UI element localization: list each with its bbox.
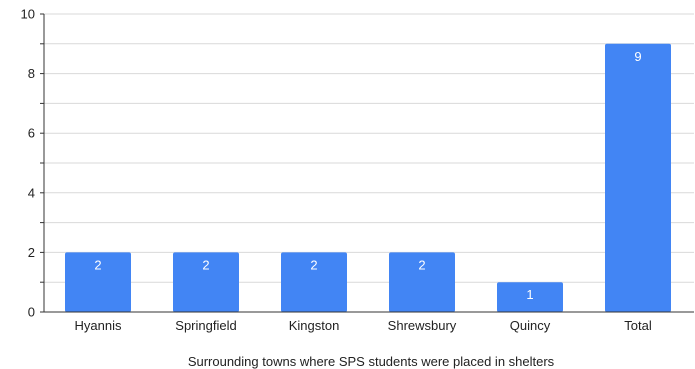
y-tick-label: 10 — [21, 7, 35, 22]
y-tick-label: 0 — [28, 305, 35, 320]
bar — [497, 282, 563, 312]
y-tick-label: 4 — [28, 185, 35, 200]
bar — [389, 252, 455, 312]
x-tick-label: Kingston — [289, 318, 340, 333]
bar-data-label: 2 — [418, 257, 425, 272]
x-tick-label: Quincy — [510, 318, 551, 333]
x-tick-label: Hyannis — [75, 318, 122, 333]
bar-data-label: 1 — [526, 287, 533, 302]
bars — [65, 43, 671, 313]
x-tick-label: Springfield — [175, 318, 236, 333]
bar — [281, 252, 347, 312]
y-tick-label: 8 — [28, 66, 35, 81]
y-tick-label: 6 — [28, 126, 35, 141]
labels: 0 2 4 6 8 10 2 Hyannis 2 Springfield 2 Kingston 2 Shr… — [21, 7, 652, 334]
x-axis-title: Surrounding towns where SPS students wer… — [188, 354, 555, 369]
axes — [40, 13, 694, 313]
bar — [173, 252, 239, 312]
bar-data-label: 2 — [94, 257, 101, 272]
bar-data-label: 2 — [310, 257, 317, 272]
bar-data-label: 9 — [634, 49, 641, 64]
y-tick-label: 2 — [28, 245, 35, 260]
gridlines — [44, 13, 694, 283]
x-tick-label: Shrewsbury — [388, 318, 457, 333]
bar — [605, 43, 671, 313]
bar — [65, 252, 131, 312]
x-tick-label: Total — [624, 318, 652, 333]
bar-data-label: 2 — [202, 257, 209, 272]
